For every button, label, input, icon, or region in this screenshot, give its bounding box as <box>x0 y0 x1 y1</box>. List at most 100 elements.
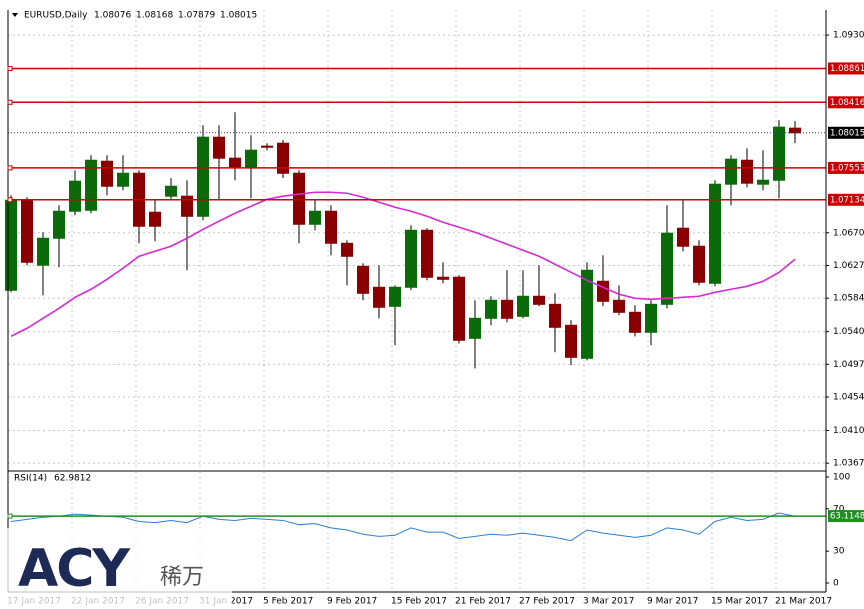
y-tick-label: 70 <box>833 504 845 514</box>
candle-body <box>773 126 785 181</box>
level-label-bg <box>828 510 864 523</box>
level-label: 1.08416 <box>830 98 864 108</box>
candle-body <box>309 210 321 225</box>
candle-body <box>389 286 401 307</box>
candle-body <box>293 172 305 225</box>
x-tick-label: 21 Mar 2017 <box>775 597 832 607</box>
y-tick-label: 1.04970 <box>833 360 864 370</box>
price-label: 1.08015 <box>830 128 864 138</box>
y-tick-label: 1.09300 <box>833 31 864 41</box>
candle-body <box>597 280 609 302</box>
candle-body <box>341 242 353 257</box>
header-close: 1.08015 <box>220 11 257 21</box>
level-anchor <box>7 513 13 519</box>
moving-average <box>10 191 796 338</box>
candle-body <box>229 157 241 168</box>
candle-body <box>405 229 417 288</box>
level-label-bg <box>828 96 864 109</box>
candle-body <box>437 276 449 280</box>
level-anchor <box>7 99 13 105</box>
level-anchor <box>7 165 13 171</box>
x-tick-label: 5 Feb 2017 <box>263 597 313 607</box>
candle-body <box>373 286 385 308</box>
candle-body <box>517 295 529 317</box>
candle-body <box>213 136 225 159</box>
header-open: 1.08076 <box>94 11 131 21</box>
candle-body <box>117 172 129 187</box>
candle-body <box>581 269 593 359</box>
candle-body <box>661 232 673 305</box>
candle-body <box>453 276 465 341</box>
level-anchor <box>7 65 13 71</box>
symbol-title: EURUSD,Daily <box>24 11 88 21</box>
candle-body <box>741 159 753 184</box>
plot-area <box>5 10 826 592</box>
candle-body <box>469 317 481 339</box>
candle-body <box>645 303 657 333</box>
header-high: 1.08168 <box>136 11 173 21</box>
candle-body <box>629 311 641 333</box>
candle-body <box>757 179 769 185</box>
candle-body <box>261 145 273 148</box>
y-tick-label: 1.06270 <box>833 261 864 271</box>
candle-body <box>357 265 369 294</box>
x-tick-label: 21 Feb 2017 <box>455 597 511 607</box>
x-tick-label: 27 Feb 2017 <box>519 597 575 607</box>
rsi-line <box>10 512 796 542</box>
candle-body <box>421 229 433 278</box>
x-tick-label: 15 Mar 2017 <box>711 597 768 607</box>
candle-body <box>101 160 113 187</box>
candle-body <box>565 324 577 358</box>
price-label-bg <box>828 126 864 139</box>
level-label-bg <box>828 161 864 174</box>
candle-body <box>501 299 513 319</box>
y-tick-label: 1.03670 <box>833 459 864 469</box>
y-tick-label: 0 <box>833 578 839 588</box>
watermark-text: 稀万 <box>160 565 204 590</box>
x-tick-label: 3 Mar 2017 <box>583 597 634 607</box>
candle-body <box>181 195 193 217</box>
menu-arrow[interactable] <box>12 13 18 17</box>
candle-body <box>53 210 65 239</box>
level-label: 63.1148 <box>830 512 864 522</box>
candle-body <box>197 136 209 217</box>
y-tick-label: 1.04100 <box>833 426 864 436</box>
y-tick-label: 100 <box>833 472 850 482</box>
candle-body <box>277 142 289 174</box>
candle-body <box>21 199 33 263</box>
candle-body <box>613 299 625 313</box>
rsi-title: RSI(14) <box>14 474 47 484</box>
x-tick-label: 15 Feb 2017 <box>391 597 447 607</box>
level-label-bg <box>828 62 864 75</box>
candle-body <box>69 180 81 212</box>
level-label: 1.07553 <box>830 163 864 173</box>
level-label: 1.07134 <box>830 195 864 205</box>
candle-body <box>245 149 257 168</box>
x-tick-label: 9 Mar 2017 <box>647 597 698 607</box>
candle-body <box>709 183 721 284</box>
level-label: 1.08861 <box>830 64 864 74</box>
candle-body <box>677 227 689 247</box>
level-label-bg <box>828 193 864 206</box>
candle-body <box>725 158 737 185</box>
level-anchor <box>7 197 13 203</box>
candle-body <box>85 159 97 211</box>
y-tick-label: 1.05400 <box>833 327 864 337</box>
y-tick-label: 1.06700 <box>833 228 864 238</box>
candle-body <box>325 210 337 244</box>
candle-body <box>789 127 801 134</box>
x-tick-label: 9 Feb 2017 <box>327 597 377 607</box>
watermark-logo: ACY <box>18 539 131 599</box>
y-tick-label: 30 <box>833 547 845 557</box>
candle-body <box>549 303 561 328</box>
rsi-value: 62.9812 <box>54 474 91 484</box>
watermark: ACY 稀万 <box>0 528 232 609</box>
candle-body <box>165 185 177 197</box>
candle-body <box>37 237 49 266</box>
candle-body <box>485 299 497 319</box>
candle-body <box>693 245 705 283</box>
candle-body <box>149 211 161 227</box>
candle-body <box>533 295 545 305</box>
